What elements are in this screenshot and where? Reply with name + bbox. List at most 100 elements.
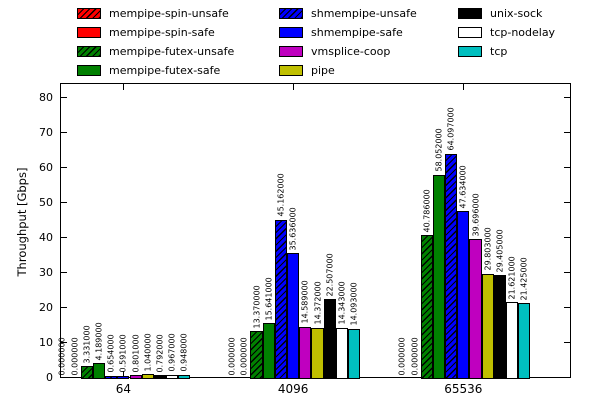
- legend-label-mempipe-spin-unsafe: mempipe-spin-unsafe: [109, 6, 229, 20]
- bar-shmempipe-safe-64: [117, 375, 130, 379]
- bar-value-label: 3.331000: [82, 325, 92, 364]
- x-tick-label-4096: 4096: [277, 382, 309, 396]
- legend-label-tcp-nodelay: tcp-nodelay: [490, 25, 556, 39]
- bar-value-label: 35.636000: [288, 207, 298, 251]
- bar-pipe-4096: [311, 327, 324, 379]
- bar-shmempipe-safe-65536: [457, 211, 470, 379]
- y-tick-label: 30: [39, 266, 53, 279]
- bar-value-label: 4.189000: [94, 322, 104, 361]
- bar-mempipe-futex-safe-4096: [262, 323, 275, 379]
- y-tick-label: 80: [39, 91, 53, 104]
- y-tick-label: 0: [46, 371, 53, 384]
- bar-value-label: 15.641000: [264, 276, 274, 321]
- y-tick-right: [564, 97, 570, 98]
- bar-value-label: 21.425000: [519, 256, 529, 300]
- bar-tcp-nodelay-64: [166, 374, 179, 379]
- legend-swatch-tcp-nodelay: [458, 26, 482, 38]
- bar-tcp-4096: [348, 328, 361, 379]
- y-tick-right: [564, 377, 570, 378]
- bar-tcp-65536: [518, 303, 531, 379]
- bar-value-label: 64.097000: [446, 107, 456, 151]
- bar-value-label: 40.786000: [422, 188, 432, 233]
- bar-value-label: 0.000000: [239, 336, 249, 375]
- bar-mempipe-futex-safe-64: [92, 363, 106, 379]
- legend-label-tcp: tcp: [490, 45, 508, 59]
- bar-mempipe-futex-unsafe-65536: [420, 235, 433, 379]
- y-tick-label: 40: [39, 231, 53, 244]
- bar-value-label: 0.000000: [397, 336, 407, 375]
- bar-value-label: 1.040000: [143, 333, 153, 372]
- bar-value-label: 22.507000: [325, 252, 335, 297]
- y-tick-label: 50: [39, 196, 53, 209]
- y-tick-right: [564, 272, 570, 273]
- bar-value-label: 14.093000: [349, 282, 359, 326]
- bar-value-label: 14.343000: [337, 281, 347, 325]
- bar-vmsplice-coop-4096: [299, 326, 312, 379]
- bar-value-label: 0.591000: [118, 334, 128, 373]
- bar-tcp-64: [178, 374, 191, 379]
- y-tick-right: [564, 342, 570, 343]
- bar-value-label: 0.967000: [167, 333, 177, 372]
- legend-swatch-mempipe-spin-unsafe: [77, 7, 101, 19]
- y-tick-left: [61, 272, 67, 273]
- y-tick-right: [564, 202, 570, 203]
- y-tick-right: [564, 237, 570, 238]
- legend-swatch-vmsplice-coop: [279, 46, 303, 58]
- bar-value-label: 0.000000: [410, 336, 419, 375]
- legend-swatch-tcp: [458, 46, 482, 58]
- y-tick-right: [564, 167, 570, 168]
- legend-label-shmempipe-unsafe: shmempipe-unsafe: [311, 6, 417, 20]
- bar-pipe-65536: [481, 273, 494, 379]
- bar-value-label: 0.654000: [106, 334, 116, 373]
- x-tick-label-65536: 65536: [444, 382, 483, 396]
- legend-label-vmsplice-coop: vmsplice-coop: [311, 45, 391, 59]
- bar-value-label: 0.948000: [179, 333, 189, 372]
- x-tick-label-64: 64: [115, 382, 132, 396]
- y-tick-label: 70: [39, 126, 53, 139]
- bar-unix-sock-4096: [323, 299, 336, 379]
- bar-value-label: 0.792000: [155, 334, 165, 373]
- legend-swatch-pipe: [279, 65, 303, 77]
- bar-value-label: 21.621000: [507, 256, 517, 300]
- y-tick-right: [564, 307, 570, 308]
- legend-swatch-mempipe-futex-unsafe: [77, 46, 101, 58]
- x-tick-bottom: [123, 371, 125, 377]
- bar-shmempipe-unsafe-4096: [274, 219, 287, 379]
- bar-value-label: 0.000000: [70, 336, 80, 375]
- bar-value-label: 29.405000: [495, 228, 505, 273]
- bar-value-label: 39.696000: [471, 192, 480, 237]
- y-axis-label: Throughput [Gbps]: [15, 167, 29, 277]
- y-tick-left: [61, 132, 67, 133]
- bar-value-label: 47.634000: [458, 165, 468, 209]
- bar-tcp-nodelay-65536: [506, 302, 519, 379]
- x-tick-top: [123, 84, 125, 90]
- y-tick-label: 10: [39, 336, 53, 349]
- y-tick-left: [61, 342, 67, 343]
- bar-mempipe-futex-unsafe-64: [80, 366, 93, 379]
- bar-unix-sock-64: [153, 375, 167, 379]
- bar-value-label: 13.370000: [252, 284, 261, 329]
- legend-swatch-mempipe-spin-safe: [77, 26, 101, 38]
- y-tick-right: [564, 132, 570, 133]
- bar-value-label: 45.162000: [276, 173, 286, 217]
- bar-mempipe-futex-unsafe-4096: [250, 331, 263, 379]
- bar-value-label: 0.000000: [57, 336, 67, 375]
- bar-vmsplice-coop-65536: [469, 239, 482, 379]
- legend-swatch-mempipe-futex-safe: [77, 65, 101, 77]
- bar-unix-sock-65536: [493, 275, 506, 379]
- bar-tcp-nodelay-4096: [335, 327, 348, 379]
- bar-value-label: 14.589000: [300, 280, 310, 324]
- y-tick-label: 20: [39, 301, 53, 314]
- bar-pipe-64: [141, 374, 154, 379]
- bar-value-label: 14.372000: [313, 281, 322, 325]
- y-tick-left: [61, 307, 67, 308]
- legend-label-pipe: pipe: [311, 64, 335, 78]
- legend-label-mempipe-spin-safe: mempipe-spin-safe: [109, 25, 215, 39]
- y-tick-left: [61, 377, 67, 378]
- y-tick-left: [61, 202, 67, 203]
- y-tick-left: [61, 237, 67, 238]
- y-tick-label: 60: [39, 161, 53, 174]
- x-tick-top: [293, 84, 295, 90]
- legend-label-mempipe-futex-safe: mempipe-futex-safe: [109, 64, 221, 78]
